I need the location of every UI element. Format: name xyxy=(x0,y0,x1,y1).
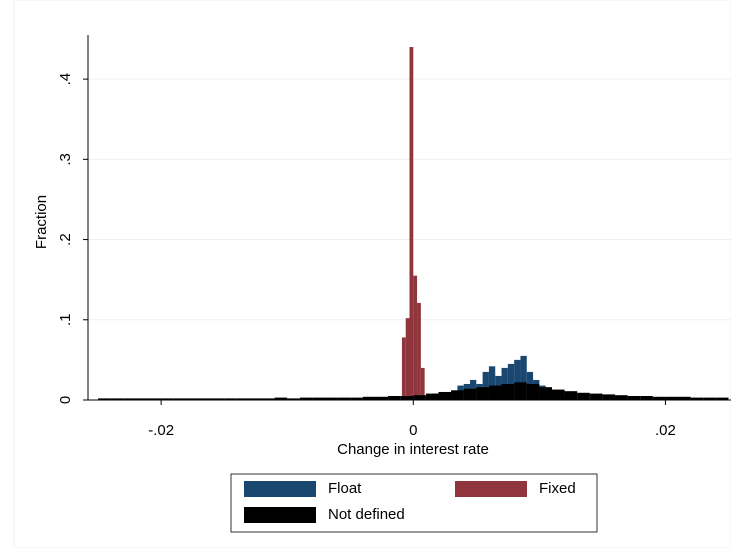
bar xyxy=(325,397,338,400)
bar xyxy=(482,371,489,400)
bar xyxy=(161,398,174,400)
bar xyxy=(211,398,225,400)
bar xyxy=(514,359,521,400)
bar xyxy=(417,302,421,400)
chart-background xyxy=(13,0,731,548)
x-tick-label: .02 xyxy=(655,422,676,439)
bar xyxy=(476,387,489,400)
legend-swatch xyxy=(244,507,316,523)
bar xyxy=(400,395,414,400)
bar xyxy=(350,397,363,400)
y-tick-label: .4 xyxy=(57,73,74,86)
bar xyxy=(224,398,237,400)
bar xyxy=(236,398,250,400)
x-tick-label: -.02 xyxy=(148,422,174,439)
bar xyxy=(123,398,136,400)
y-tick-label: .3 xyxy=(57,153,74,166)
bar xyxy=(438,391,452,400)
bar xyxy=(299,397,313,400)
bar xyxy=(615,395,628,400)
bar xyxy=(551,389,565,400)
x-axis-title: Change in interest rate xyxy=(337,441,489,458)
bar xyxy=(337,397,351,400)
bar xyxy=(98,398,111,400)
bar xyxy=(388,395,401,400)
bar xyxy=(409,47,414,401)
bar xyxy=(589,393,603,400)
bar xyxy=(602,394,616,400)
bar xyxy=(703,397,716,400)
bar xyxy=(507,363,515,400)
bar xyxy=(514,382,527,400)
bar xyxy=(198,398,212,400)
bar xyxy=(425,393,439,400)
bar xyxy=(577,392,590,400)
bar xyxy=(375,396,389,400)
legend-label: Float xyxy=(328,480,362,497)
legend-swatch xyxy=(455,481,527,497)
bar xyxy=(148,398,162,400)
bar xyxy=(110,398,124,400)
bar xyxy=(488,366,496,400)
bar xyxy=(405,318,410,400)
bar xyxy=(627,395,641,400)
bar xyxy=(501,383,515,400)
bar xyxy=(539,387,552,400)
y-tick-label: .1 xyxy=(57,314,74,327)
bar xyxy=(715,397,729,400)
bar xyxy=(488,385,502,400)
bar xyxy=(413,395,426,400)
y-tick-label: 0 xyxy=(57,396,74,404)
bar xyxy=(526,383,540,400)
bar xyxy=(413,275,418,400)
legend-swatch xyxy=(244,481,316,497)
y-axis-title: Fraction xyxy=(33,195,50,249)
bar xyxy=(135,398,149,400)
bar xyxy=(520,355,527,400)
bar xyxy=(451,390,464,400)
bar xyxy=(274,397,288,400)
bar xyxy=(665,396,679,400)
bar xyxy=(287,398,300,400)
bar xyxy=(652,396,666,400)
bar xyxy=(362,396,376,400)
bar xyxy=(564,391,578,400)
legend-label: Fixed xyxy=(539,480,576,497)
x-tick-label: 0 xyxy=(409,422,417,439)
bar xyxy=(261,398,275,400)
bar xyxy=(690,397,704,400)
bar xyxy=(463,388,477,400)
legend-label: Not defined xyxy=(328,506,405,523)
bar xyxy=(312,397,326,400)
bar xyxy=(640,395,653,400)
bar xyxy=(401,337,406,400)
bar xyxy=(186,398,199,400)
bar xyxy=(678,396,691,400)
y-tick-label: .2 xyxy=(57,233,74,246)
bar xyxy=(249,398,262,400)
bar xyxy=(420,367,425,400)
bar xyxy=(173,398,187,400)
